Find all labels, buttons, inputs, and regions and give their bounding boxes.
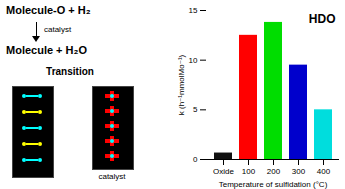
- svg-text:10: 10: [189, 56, 198, 65]
- svg-text:100: 100: [242, 167, 256, 176]
- svg-text:k (h⁻¹mmolMo⁻¹): k (h⁻¹mmolMo⁻¹): [177, 54, 186, 115]
- svg-text:0: 0: [193, 155, 198, 164]
- html-text:Molecule-O + H₂: Molecule-O + H₂: [6, 4, 91, 16]
- svg-text:HDO: HDO: [309, 12, 336, 26]
- svg-text:200: 200: [267, 167, 281, 176]
- svg-text:Temperature of sulfidation (°C: Temperature of sulfidation (°C): [219, 180, 328, 189]
- html-text:Transition: Transition: [46, 66, 94, 77]
- html-text:catalyst: catalyst: [98, 172, 126, 181]
- svg-text:Oxide: Oxide: [213, 167, 234, 176]
- svg-text:400: 400: [317, 167, 331, 176]
- svg-text:5: 5: [193, 105, 198, 114]
- svg-text:15: 15: [189, 6, 198, 15]
- svg-text:300: 300: [292, 167, 306, 176]
- html-text:catalyst: catalyst: [44, 25, 72, 34]
- html-text:Molecule + H₂O: Molecule + H₂O: [6, 44, 87, 56]
